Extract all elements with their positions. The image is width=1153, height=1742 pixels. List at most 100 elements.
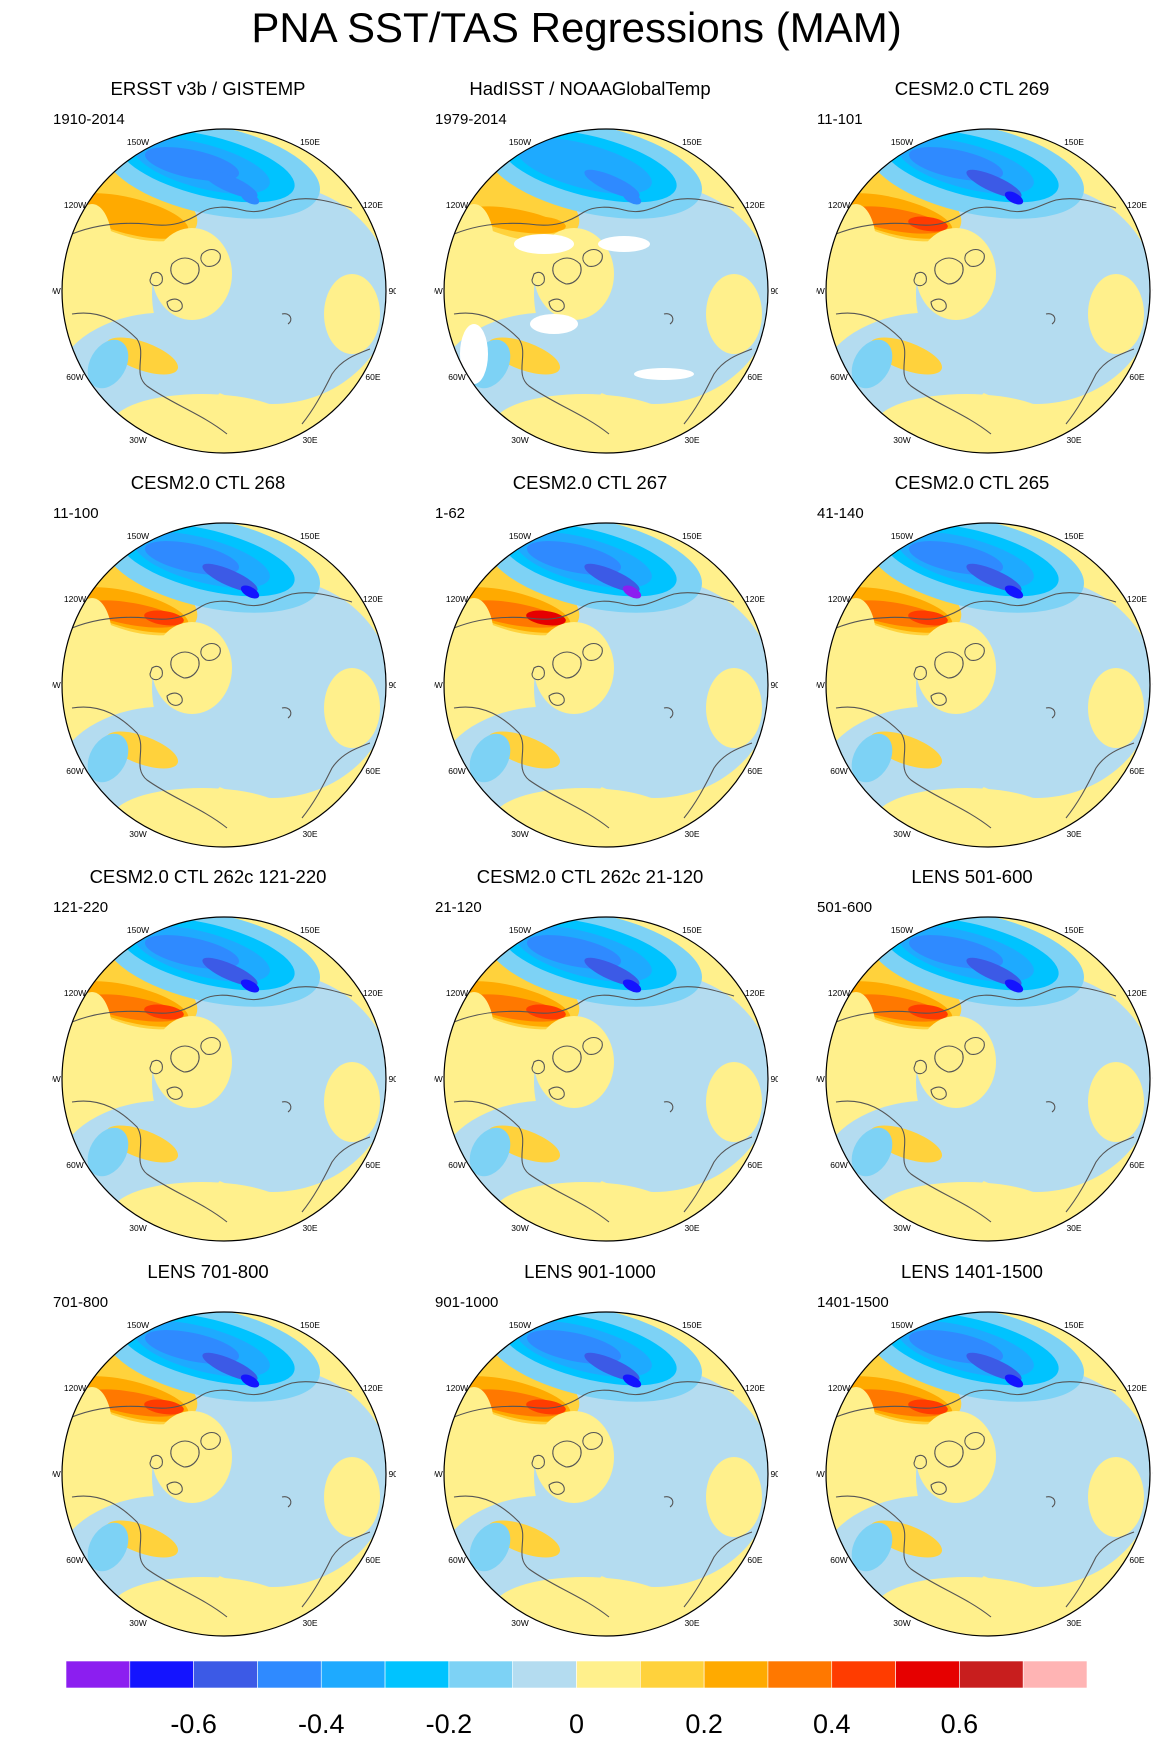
longitude-label: 120W xyxy=(446,200,468,210)
missing-data-region xyxy=(598,236,650,252)
map-panel: CESM2.0 CTL 26541-140180150E120E90E60E30… xyxy=(792,456,1153,856)
coastline xyxy=(453,312,610,435)
anomaly-region xyxy=(916,228,996,320)
longitude-label: 150E xyxy=(300,531,320,541)
anomaly-region xyxy=(152,622,232,714)
coastline xyxy=(170,257,200,285)
map-panel: CESM2.0 CTL 2671-62180150E120E90E60E30E0… xyxy=(410,456,778,856)
coastline xyxy=(930,1086,947,1100)
coastline xyxy=(552,651,582,679)
coastline xyxy=(149,1059,163,1075)
longitude-label: 90W xyxy=(434,1074,443,1084)
colorbar-tick-label: 0.2 xyxy=(685,1709,723,1739)
panel-title: CESM2.0 CTL 267 xyxy=(512,472,668,493)
anomaly-region xyxy=(494,394,674,453)
coastline xyxy=(531,1454,545,1470)
longitude-label: 0 xyxy=(604,458,609,460)
anomaly-region xyxy=(622,1374,642,1388)
longitude-label: 60W xyxy=(448,1555,465,1565)
polar-map: 180150E120E90E60E30E030W60W90W120W150W xyxy=(816,1311,1153,1643)
longitude-label: 90W xyxy=(434,680,443,690)
coastline xyxy=(582,248,603,267)
anomaly-region xyxy=(851,1127,893,1177)
longitude-label: 120E xyxy=(745,1383,765,1393)
longitude-label: 60E xyxy=(1129,1555,1144,1565)
coastline xyxy=(835,1495,992,1618)
anomaly-region xyxy=(908,1004,948,1020)
anomaly-region xyxy=(112,1577,292,1636)
longitude-label: 0 xyxy=(986,1641,991,1643)
coastline xyxy=(1065,742,1135,819)
missing-data-region xyxy=(460,324,488,384)
longitude-label: 0 xyxy=(604,852,609,854)
anomaly-region xyxy=(916,1016,996,1108)
coastline xyxy=(166,692,183,706)
colorbar-tick-label: 0 xyxy=(569,1709,584,1739)
coastline xyxy=(835,592,1117,629)
missing-data-region xyxy=(634,368,694,380)
anomaly-region xyxy=(851,339,893,389)
colorbar-swatch xyxy=(831,1660,896,1689)
panel-title: HadISST / NOAAGlobalTemp xyxy=(469,78,711,99)
coastline xyxy=(683,1136,753,1213)
anomaly-region xyxy=(1088,1062,1144,1142)
anomaly-region xyxy=(240,191,260,205)
coastline xyxy=(1065,1136,1135,1213)
longitude-label: 60W xyxy=(66,766,83,776)
coastline xyxy=(913,271,927,287)
coastline xyxy=(301,348,371,425)
colorbar-swatch xyxy=(193,1660,258,1689)
coastline xyxy=(71,986,353,1023)
panel-years: 701-800 xyxy=(53,1294,109,1311)
colorbar-tick-label: -0.6 xyxy=(170,1709,217,1739)
longitude-label: 150W xyxy=(127,1320,149,1330)
longitude-label: 90W xyxy=(816,1074,825,1084)
coastline xyxy=(453,1100,610,1223)
coastline xyxy=(281,313,292,325)
coastline xyxy=(200,642,221,661)
polar-map: 180150E120E90E60E30E030W60W90W120W150W xyxy=(434,916,778,1248)
panel-years: 1979-2014 xyxy=(435,111,507,128)
longitude-label: 150E xyxy=(1064,531,1084,541)
longitude-label: 120W xyxy=(446,1383,468,1393)
longitude-label: 30W xyxy=(129,1618,146,1628)
coastline xyxy=(548,298,565,312)
longitude-label: 30W xyxy=(511,1223,528,1233)
coastline xyxy=(531,665,545,681)
longitude-label: 90W xyxy=(816,680,825,690)
coastline xyxy=(548,1481,565,1495)
panel-years: 121-220 xyxy=(53,899,109,916)
coastline xyxy=(1045,313,1056,325)
anomaly-region xyxy=(469,733,511,783)
coastline xyxy=(71,312,228,435)
anomaly-region xyxy=(87,733,129,783)
longitude-label: 150E xyxy=(1064,1320,1084,1330)
longitude-label: 150E xyxy=(682,925,702,935)
longitude-label: 60W xyxy=(66,1160,83,1170)
longitude-label: 60E xyxy=(365,372,380,382)
anomaly-region xyxy=(87,1127,129,1177)
longitude-label: 150W xyxy=(891,137,913,147)
anomaly-region xyxy=(966,957,1022,987)
coastline xyxy=(934,257,964,285)
anomaly-region xyxy=(72,598,112,678)
colorbar-swatch xyxy=(129,1660,194,1689)
longitude-label: 60E xyxy=(747,1555,762,1565)
longitude-label: 0 xyxy=(986,852,991,854)
longitude-label: 0 xyxy=(986,458,991,460)
anomaly-region xyxy=(526,1004,566,1020)
coastline xyxy=(913,1059,927,1075)
coastline xyxy=(548,1086,565,1100)
polar-map: 180150E120E90E60E30E030W60W90W120W150W xyxy=(52,522,396,854)
longitude-label: 30W xyxy=(129,829,146,839)
figure-title: PNA SST/TAS Regressions (MAM) xyxy=(251,4,902,51)
longitude-label: 30W xyxy=(511,829,528,839)
longitude-label: 30E xyxy=(684,1223,699,1233)
longitude-label: 30E xyxy=(302,1223,317,1233)
anomaly-region xyxy=(240,585,260,599)
polar-map: 180150E120E90E60E30E030W60W90W120W150W xyxy=(52,128,396,460)
longitude-label: 0 xyxy=(604,1641,609,1643)
coastline xyxy=(149,271,163,287)
map-panel: LENS 901-1000901-1000180150E120E90E60E30… xyxy=(410,1245,778,1645)
polar-map: 180150E120E90E60E30E030W60W90W120W150W xyxy=(52,916,396,1248)
